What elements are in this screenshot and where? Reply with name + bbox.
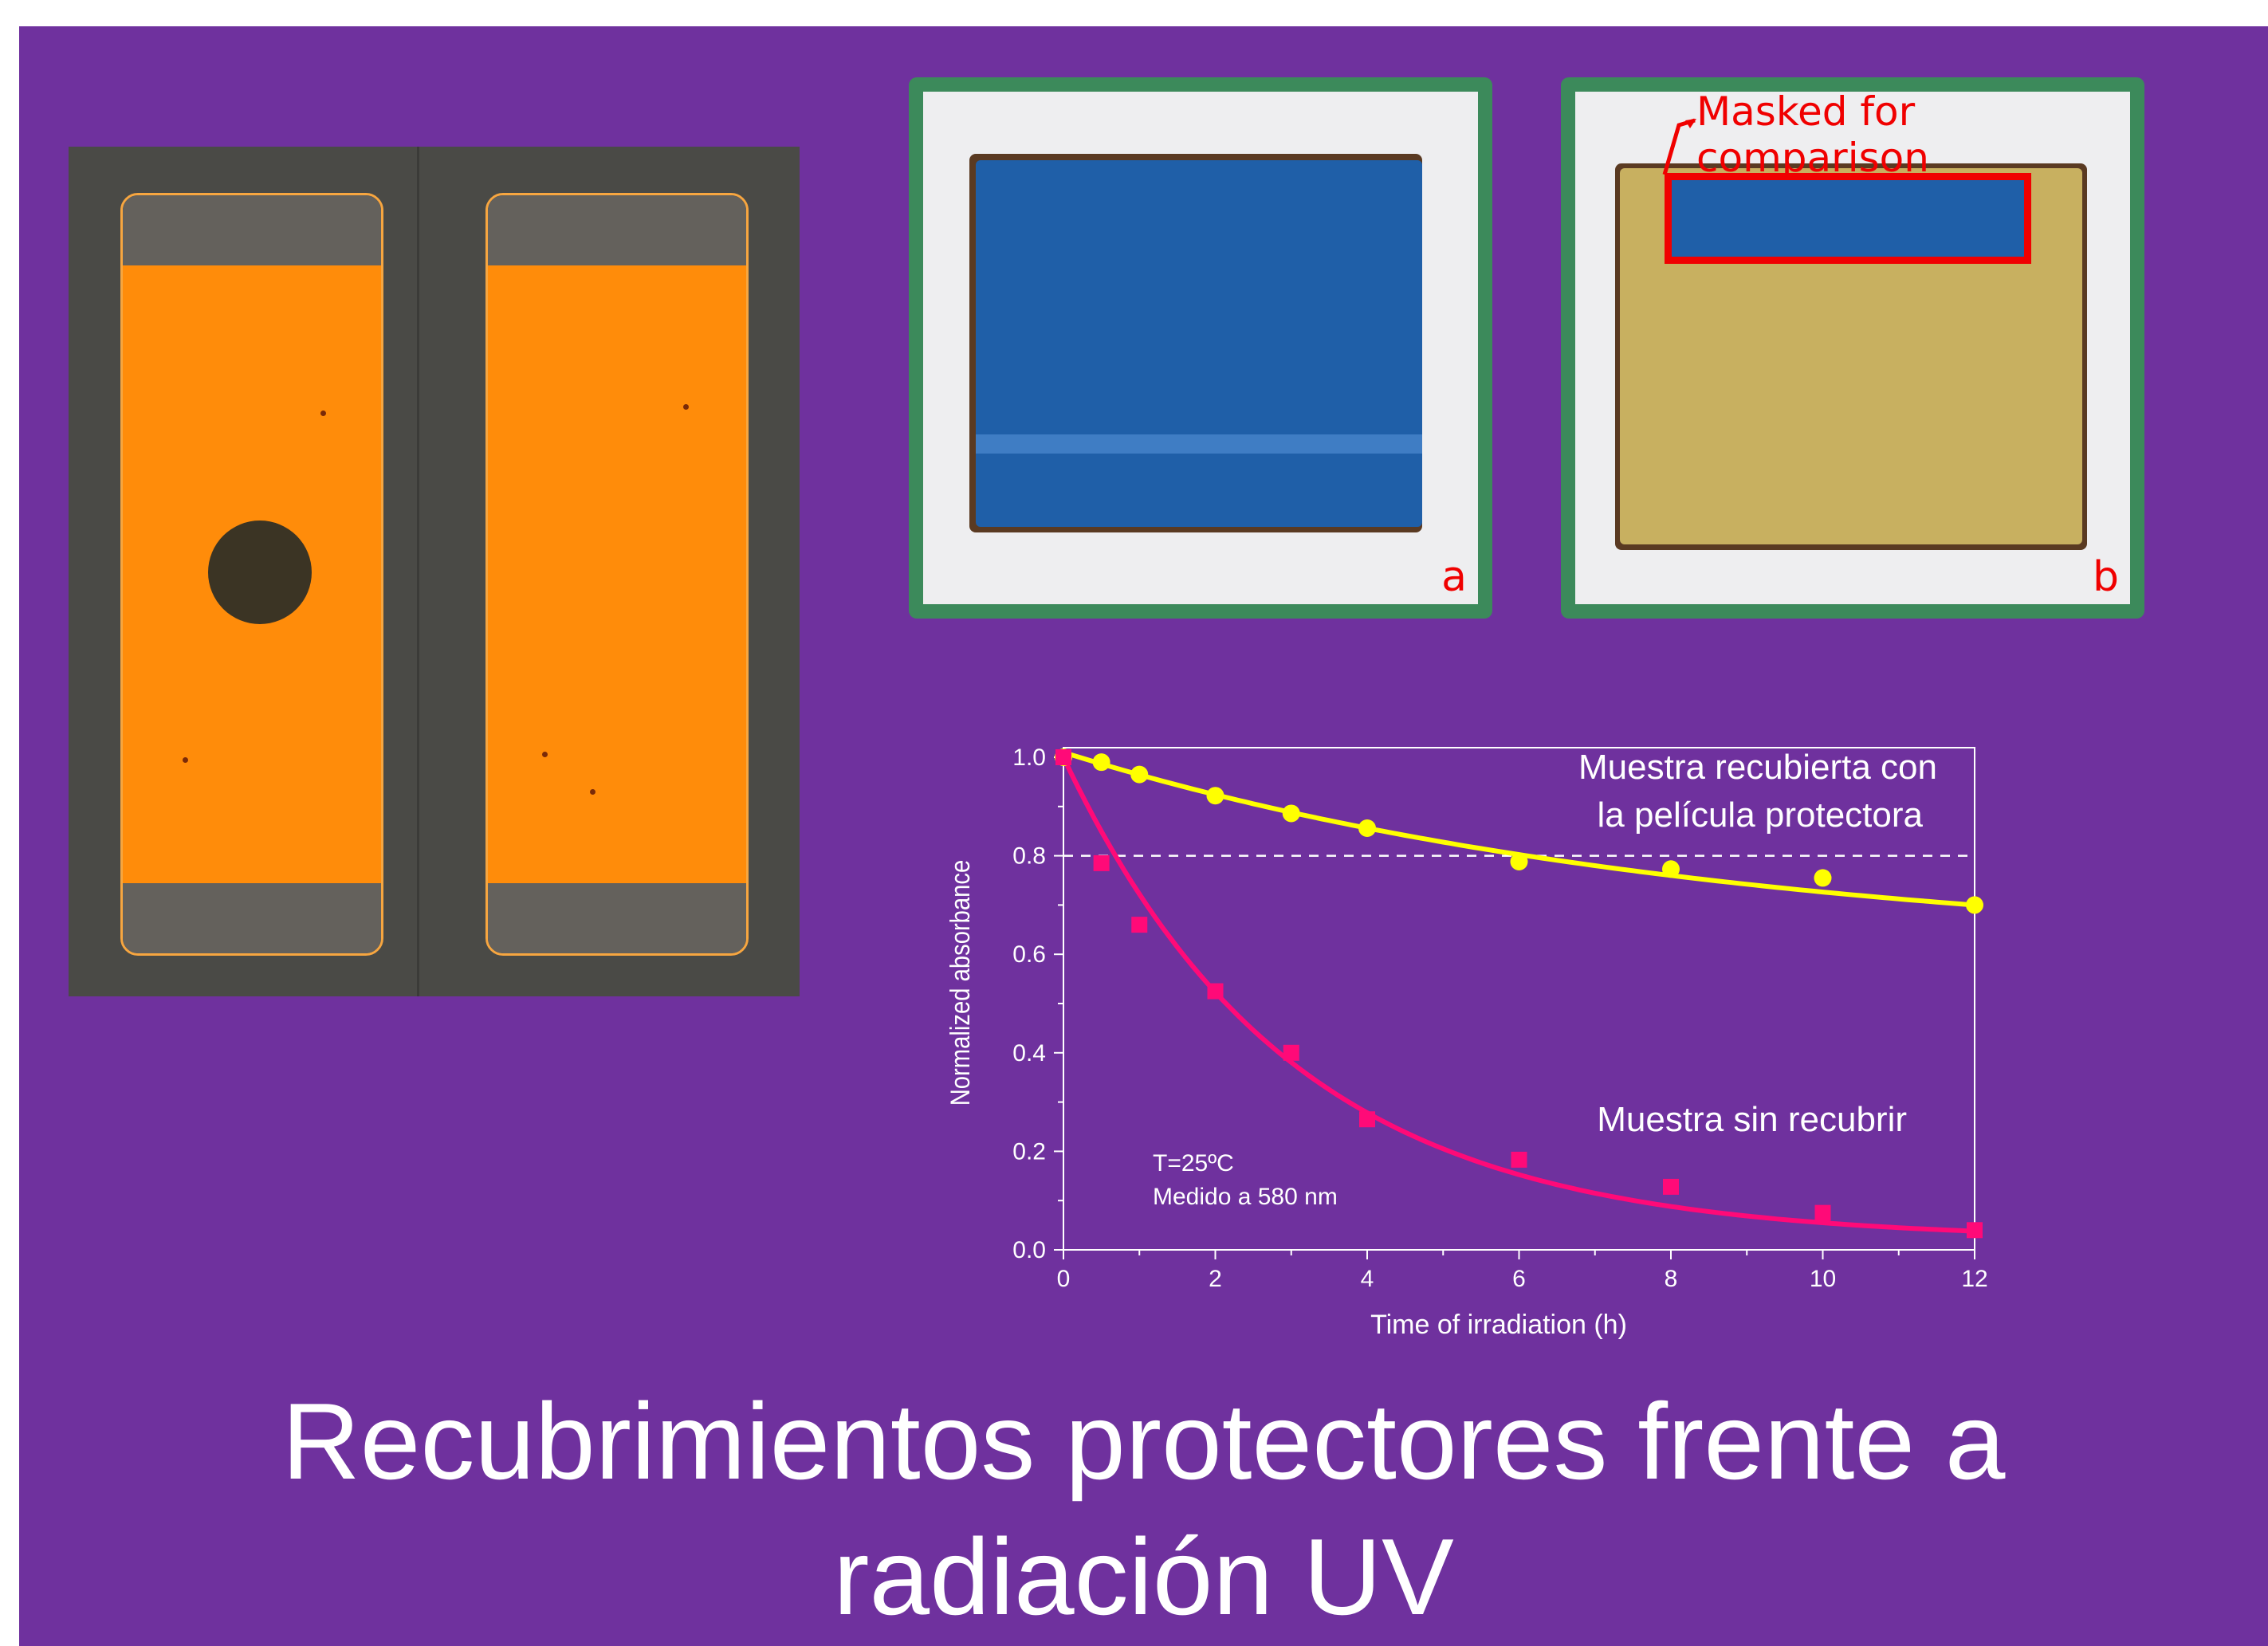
uncoated-series-label: Muestra sin recubrir [1597, 1100, 1907, 1139]
coated-data-point [1510, 853, 1528, 871]
coated-data-point [1662, 860, 1680, 878]
uncoated-data-point [1359, 1111, 1375, 1128]
x-tick-label: 12 [1961, 1266, 1987, 1292]
film-strip-reference [485, 193, 749, 956]
strip-tab [123, 883, 381, 953]
mask-annotation: Masked for comparison [1696, 92, 1929, 181]
x-tick-label: 8 [1665, 1266, 1678, 1292]
strip-tab [488, 195, 746, 265]
uncoated-data-point [1511, 1151, 1527, 1168]
wavelength-note: Medido a 580 nm [1153, 1184, 1338, 1210]
tile-glaze-highlight [976, 434, 1422, 454]
uncoated-data-point [1055, 749, 1071, 765]
coated-data-point [1130, 765, 1149, 784]
y-tick-label: 0.2 [1012, 1138, 1046, 1165]
film-speck [183, 757, 188, 763]
temperature-note: T=25ºC [1153, 1150, 1234, 1177]
uncoated-data-point [1131, 917, 1148, 933]
strip-tab [123, 195, 381, 265]
tile-photo-a-image: a [923, 92, 1478, 604]
uncoated-data-point [1207, 983, 1224, 1000]
x-tick-label: 6 [1512, 1266, 1526, 1292]
y-tick-label: 0.0 [1012, 1237, 1046, 1263]
tile-photo-a: a [909, 77, 1492, 619]
data-markers [1055, 748, 1983, 1239]
annotation-arrow [1662, 118, 1696, 175]
y-tick-label: 1.0 [1012, 744, 1046, 771]
slide: a Masked for comparison b 0 2 4 6 8 10 12 0.0 0.… [19, 26, 2268, 1646]
uncoated-data-point [1663, 1178, 1679, 1195]
coated-series-label-line1: Muestra recubierta con [1578, 748, 1937, 787]
uncoated-data-point [1283, 1044, 1299, 1061]
coated-series-label-line2: la película protectora [1598, 796, 1924, 835]
coated-data-point [1092, 753, 1110, 772]
coated-data-point [1966, 896, 1983, 914]
uncoated-data-point [1814, 1204, 1831, 1221]
film-strip-masked [120, 193, 383, 956]
coated-data-point [1358, 819, 1376, 837]
panel-label-b: b [2092, 553, 2119, 601]
coated-data-point [1282, 804, 1300, 823]
x-axis-label: Time of irradiation (h) [1370, 1310, 1627, 1340]
coated-data-point [1814, 869, 1832, 887]
film-speck [320, 411, 326, 416]
y-tick-label: 0.8 [1012, 843, 1046, 870]
photo-divider [417, 147, 419, 996]
mask-highlight-box [1665, 173, 2031, 264]
coated-data-point [1206, 787, 1224, 805]
x-tick-label: 10 [1810, 1266, 1836, 1292]
uncoated-data-point [1967, 1222, 1983, 1239]
strip-tab [488, 883, 746, 953]
absorbance-chart: 0 2 4 6 8 10 12 0.0 0.2 0.4 0.6 0.8 1.0 Time of irra… [945, 744, 1988, 1340]
masked-blue-region [1671, 179, 2031, 264]
y-axis-label: Normalized absorbance [945, 860, 976, 1106]
slide-title-line1: Recubrimientos protectores frente a [281, 1381, 2006, 1502]
chart-axes: 0 2 4 6 8 10 12 0.0 0.2 0.4 0.6 0.8 1.0 [1012, 744, 1987, 1292]
y-tick-label: 0.4 [1012, 1040, 1046, 1067]
y-tick-label: 0.6 [1012, 941, 1046, 968]
tile-photo-b: Masked for comparison b [1561, 77, 2144, 619]
masked-spot [208, 521, 312, 624]
chart-labels: Time of irradiation (h) Normalized absor… [945, 748, 1937, 1340]
tile-photo-b-image: Masked for comparison b [1575, 92, 2130, 604]
blue-tile [976, 160, 1422, 527]
x-tick-label: 0 [1057, 1266, 1071, 1292]
x-tick-label: 4 [1361, 1266, 1374, 1292]
x-tick-label: 2 [1209, 1266, 1222, 1292]
slide-title-line2: radiación UV [833, 1516, 1454, 1637]
uncoated-data-point [1093, 854, 1110, 871]
film-strips-photo [69, 147, 800, 996]
film-speck [542, 752, 548, 757]
panel-label-a: a [1441, 553, 1467, 601]
slide-title: Recubrimientos protectores frente a radi… [19, 1373, 2268, 1644]
film-speck [590, 789, 595, 795]
strip-film [488, 265, 746, 883]
film-speck [683, 404, 689, 410]
